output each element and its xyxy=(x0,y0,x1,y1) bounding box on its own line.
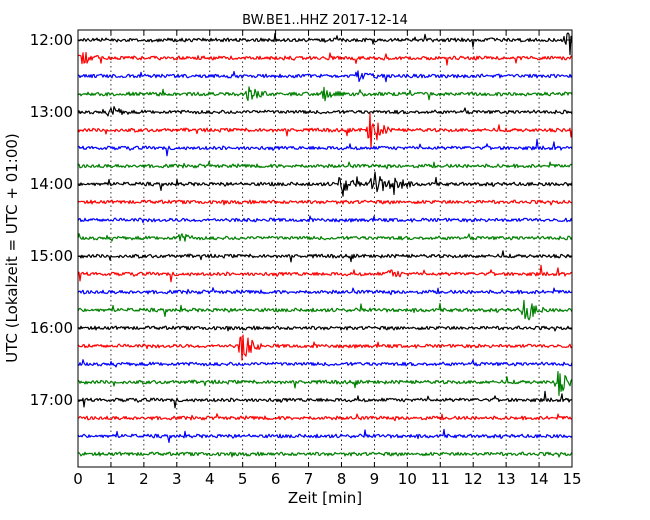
y-tick-label: 14:00 xyxy=(30,175,73,193)
trace-line xyxy=(77,413,573,422)
y-tick-label: 17:00 xyxy=(30,391,73,409)
x-tick-label: 2 xyxy=(139,470,149,488)
x-axis-label: Zeit [min] xyxy=(288,489,362,507)
trace-line xyxy=(77,299,573,321)
y-tick-label: 15:00 xyxy=(30,247,73,265)
trace-line xyxy=(77,70,573,83)
trace-line xyxy=(77,112,573,150)
x-tick-label: 3 xyxy=(172,470,182,488)
trace-line xyxy=(77,325,573,332)
chart-title: BW.BE1..HHZ 2017-12-14 xyxy=(242,13,408,28)
trace-line xyxy=(77,32,573,56)
x-tick-label: 0 xyxy=(73,470,83,488)
y-tick-label: 13:00 xyxy=(30,103,73,121)
x-tick-label: 4 xyxy=(205,470,215,488)
x-tick-label: 14 xyxy=(530,470,549,488)
trace-line xyxy=(77,199,573,206)
x-tick-label: 10 xyxy=(398,470,417,488)
x-tick-label: 8 xyxy=(337,470,347,488)
trace-line xyxy=(77,250,573,263)
trace-line xyxy=(77,215,573,224)
trace-line xyxy=(77,105,573,117)
plot-frame xyxy=(77,29,573,468)
x-tick-label: 12 xyxy=(464,470,483,488)
trace-line xyxy=(77,390,573,409)
x-tick-label: 5 xyxy=(238,470,248,488)
trace-line xyxy=(77,264,573,283)
y-tick-label: 16:00 xyxy=(30,319,73,337)
x-tick-label: 11 xyxy=(431,470,450,488)
x-tick-label: 9 xyxy=(370,470,380,488)
trace-line xyxy=(77,171,573,197)
trace-line xyxy=(77,451,573,458)
trace-line xyxy=(77,359,573,368)
trace-line xyxy=(77,233,573,242)
x-tick-label: 1 xyxy=(106,470,116,488)
trace-line xyxy=(77,86,573,102)
axis-ticks: 0 1 2 3 4 5 6 7 8 9 10 11 12 13 14 1512:0013:0014:0015:… xyxy=(30,30,582,488)
trace-line xyxy=(77,371,573,397)
x-tick-label: 15 xyxy=(562,470,581,488)
seismic-traces xyxy=(77,32,573,458)
trace-line xyxy=(77,287,573,296)
x-tick-label: 6 xyxy=(271,470,281,488)
x-tick-label: 13 xyxy=(497,470,516,488)
trace-line xyxy=(77,138,573,157)
y-axis-label: UTC (Lokalzeit = UTC + 01:00) xyxy=(3,133,21,363)
trace-line xyxy=(77,428,573,443)
y-tick-label: 12:00 xyxy=(30,31,73,49)
trace-line xyxy=(77,334,573,361)
trace-line xyxy=(77,51,573,66)
x-tick-label: 7 xyxy=(304,470,314,488)
vertical-grid xyxy=(110,30,540,467)
trace-line xyxy=(77,161,573,170)
